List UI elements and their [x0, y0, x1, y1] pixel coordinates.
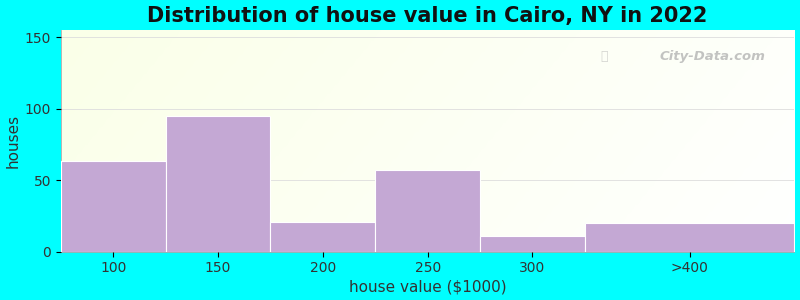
Title: Distribution of house value in Cairo, NY in 2022: Distribution of house value in Cairo, NY…	[147, 6, 708, 26]
X-axis label: house value ($1000): house value ($1000)	[349, 279, 506, 294]
Text: 🔍: 🔍	[600, 50, 607, 63]
Bar	[375, 170, 480, 252]
Text: City-Data.com: City-Data.com	[659, 50, 765, 63]
Bar	[480, 236, 585, 252]
Bar	[166, 116, 270, 252]
Bar	[585, 223, 794, 252]
Bar	[61, 161, 166, 252]
Y-axis label: houses: houses	[6, 114, 21, 168]
Bar	[270, 221, 375, 252]
